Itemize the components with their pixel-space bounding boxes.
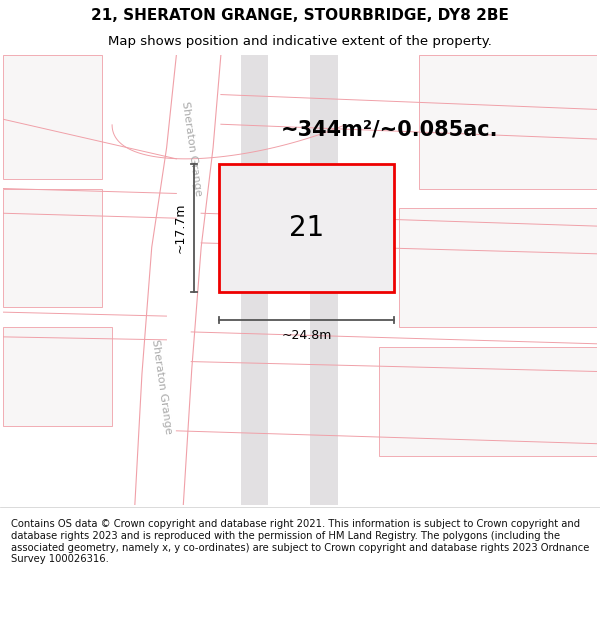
Text: Sheraton Grange: Sheraton Grange <box>150 338 173 434</box>
Bar <box>379 347 597 456</box>
Text: Sheraton Grange: Sheraton Grange <box>179 101 203 197</box>
Text: ~17.7m: ~17.7m <box>174 203 187 253</box>
Text: 21, SHERATON GRANGE, STOURBRIDGE, DY8 2BE: 21, SHERATON GRANGE, STOURBRIDGE, DY8 2B… <box>91 8 509 23</box>
Bar <box>310 55 338 505</box>
Bar <box>219 164 394 292</box>
Bar <box>3 189 102 308</box>
Bar <box>3 55 102 179</box>
Bar <box>419 55 597 189</box>
Bar <box>399 208 597 327</box>
Text: 21: 21 <box>289 214 324 242</box>
Text: ~344m²/~0.085ac.: ~344m²/~0.085ac. <box>280 119 498 139</box>
Bar <box>3 327 112 426</box>
Text: Contains OS data © Crown copyright and database right 2021. This information is : Contains OS data © Crown copyright and d… <box>11 519 589 564</box>
Polygon shape <box>135 55 221 505</box>
Text: Map shows position and indicative extent of the property.: Map shows position and indicative extent… <box>108 35 492 48</box>
Bar <box>241 55 268 505</box>
Text: ~24.8m: ~24.8m <box>281 329 332 342</box>
